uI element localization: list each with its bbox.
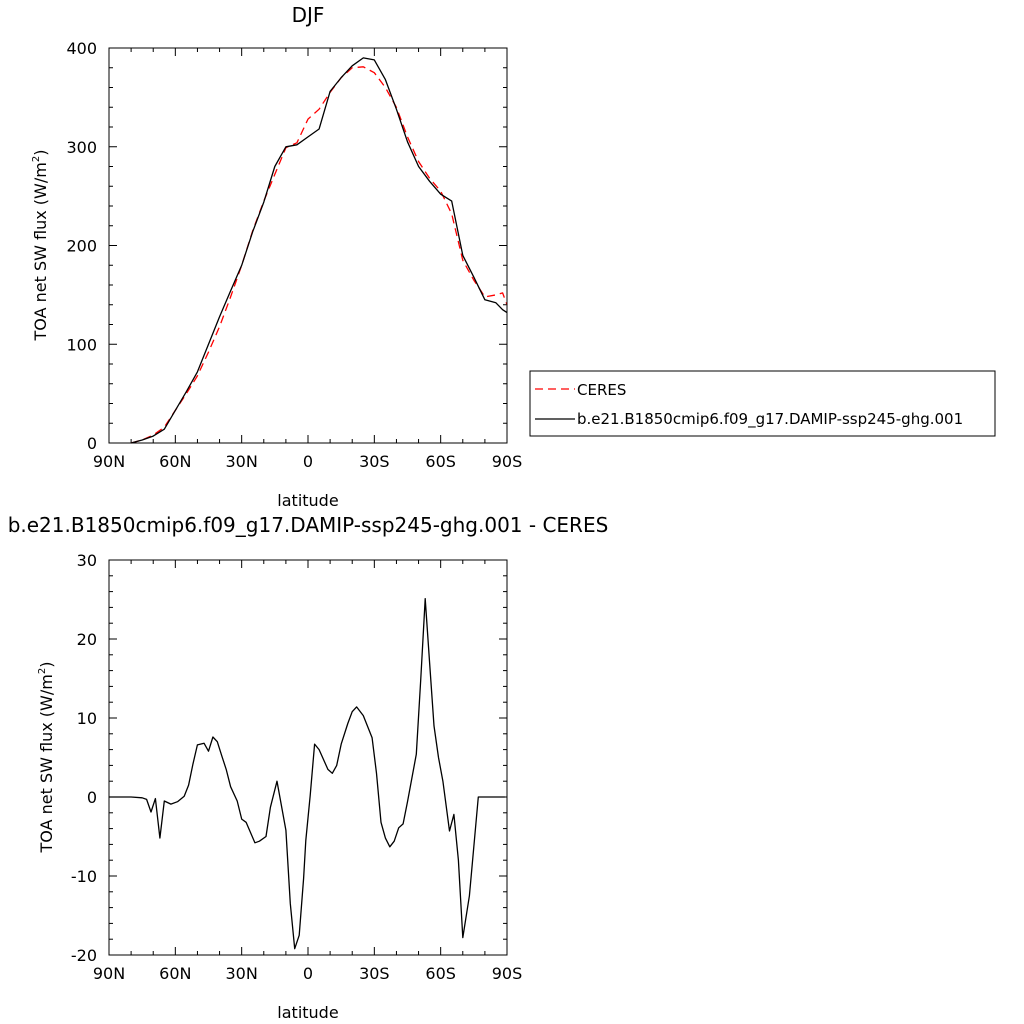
bottom-y-tick-label: 30 bbox=[77, 551, 97, 570]
chart-bottom-y-axis-label-end: ) bbox=[37, 662, 56, 668]
chart-top-y-axis-label-sup: 2 bbox=[31, 156, 42, 162]
top-y-tick-label: 400 bbox=[66, 39, 97, 58]
chart-top-frame bbox=[108, 47, 508, 444]
chart-bottom-frame bbox=[108, 559, 508, 956]
bottom-y-tick-label: 20 bbox=[77, 630, 97, 649]
top-x-tick-label: 60S bbox=[425, 452, 456, 471]
chart-bottom: b.e21.B1850cmip6.f09_g17.DAMIP-ssp245-gh… bbox=[8, 513, 609, 1022]
bottom-x-tick-label: 30S bbox=[359, 964, 390, 983]
chart-top-legend: CERES b.e21.B1850cmip6.f09_g17.DAMIP-ssp… bbox=[529, 370, 996, 437]
top-x-tick-label: 90S bbox=[492, 452, 523, 471]
bottom-x-tick-label: 30N bbox=[226, 964, 258, 983]
top-x-tick-label: 30N bbox=[226, 452, 258, 471]
chart-bottom-plot-area: 90N 60N 30N 0 30S 60S 90S -20 -10 0 10 20 30 bbox=[71, 551, 522, 983]
top-x-tick-label: 30S bbox=[359, 452, 390, 471]
bottom-x-tick-label: 60N bbox=[159, 964, 191, 983]
chart-top-y-axis-label-text: TOA net SW flux (W/m bbox=[31, 162, 50, 341]
top-y-tick-label: 0 bbox=[87, 434, 97, 453]
chart-bottom-title: b.e21.B1850cmip6.f09_g17.DAMIP-ssp245-gh… bbox=[8, 513, 609, 537]
bottom-x-tick-label: 90S bbox=[492, 964, 523, 983]
chart-top: DJF 90N 60N 30N 0 30S 60S 90S 0 100 200 300 400 lat… bbox=[31, 3, 522, 510]
top-x-tick-label: 0 bbox=[303, 452, 313, 471]
bottom-y-tick-label: -10 bbox=[71, 867, 97, 886]
bottom-series-line-0 bbox=[109, 598, 505, 950]
chart-top-y-axis-label-end: ) bbox=[31, 150, 50, 156]
bottom-y-tick-label: 0 bbox=[87, 788, 97, 807]
chart-top-title: DJF bbox=[292, 3, 325, 27]
bottom-x-tick-label: 90N bbox=[93, 964, 125, 983]
chart-top-x-axis-label: latitude bbox=[277, 491, 338, 510]
top-series-line-1 bbox=[130, 57, 508, 444]
chart-top-plot-area: 90N 60N 30N 0 30S 60S 90S 0 100 200 300 400 bbox=[66, 39, 522, 471]
top-x-tick-label: 60N bbox=[159, 452, 191, 471]
bottom-x-tick-label: 60S bbox=[425, 964, 456, 983]
chart-bottom-y-axis-label-sup: 2 bbox=[37, 668, 48, 674]
bottom-x-tick-label: 0 bbox=[303, 964, 313, 983]
chart-top-y-axis-label: TOA net SW flux (W/m2) bbox=[31, 150, 50, 342]
top-y-tick-label: 200 bbox=[66, 237, 97, 256]
legend-box bbox=[529, 370, 996, 437]
chart-bottom-y-axis-label: TOA net SW flux (W/m2) bbox=[37, 662, 56, 854]
chart-bottom-y-axis-label-text: TOA net SW flux (W/m bbox=[37, 674, 56, 853]
bottom-y-tick-label: 10 bbox=[77, 709, 97, 728]
top-x-tick-label: 90N bbox=[93, 452, 125, 471]
legend-label-model: b.e21.B1850cmip6.f09_g17.DAMIP-ssp245-gh… bbox=[577, 410, 963, 429]
legend-label-ceres: CERES bbox=[577, 381, 626, 399]
bottom-y-tick-label: -20 bbox=[71, 946, 97, 965]
top-y-tick-label: 300 bbox=[66, 138, 97, 157]
chart-bottom-x-axis-label: latitude bbox=[277, 1003, 338, 1022]
top-series-line-0 bbox=[130, 66, 508, 444]
top-y-tick-label: 100 bbox=[66, 335, 97, 354]
